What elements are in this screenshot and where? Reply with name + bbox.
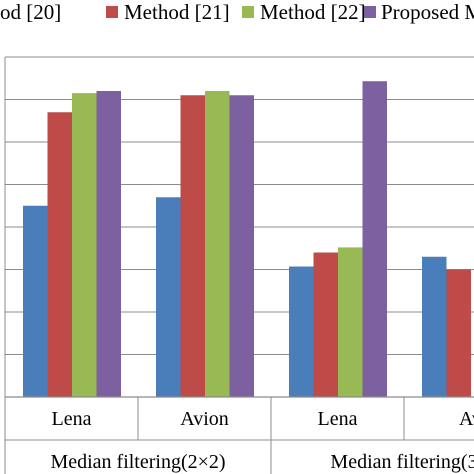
legend-swatch — [364, 6, 376, 18]
category-label: Avion — [180, 408, 229, 430]
legend: od [20] Method [21] Method [22] Proposed M — [0, 0, 474, 24]
bar — [338, 247, 363, 397]
bar — [422, 256, 447, 397]
legend-swatch — [242, 6, 254, 18]
group-label: Median filtering(3 — [330, 451, 474, 473]
bar — [289, 266, 314, 397]
bar — [446, 269, 471, 397]
legend-label: Method [21] — [124, 0, 230, 24]
bar — [313, 252, 338, 397]
legend-swatch — [106, 6, 118, 18]
group-label: Median filtering(2×2) — [50, 451, 225, 473]
bar — [156, 197, 181, 397]
bar — [180, 95, 205, 397]
bar — [362, 81, 387, 397]
bar — [23, 205, 48, 397]
category-label: Lena — [318, 408, 358, 430]
bar — [72, 93, 97, 397]
bars — [23, 81, 471, 397]
bar — [229, 95, 254, 397]
axes — [4, 57, 474, 474]
group-labels: Median filtering(2×2) Median filtering(3 — [50, 451, 474, 473]
category-label: Lena — [52, 408, 92, 430]
legend-label: Method [22] — [260, 0, 366, 24]
bar — [96, 91, 121, 397]
bar — [47, 112, 72, 397]
bar — [205, 91, 230, 397]
category-tick-labels: Lena Avion Lena Av — [52, 408, 474, 430]
category-label: Av — [459, 408, 474, 430]
legend-label: Proposed M — [381, 0, 474, 24]
legend-label: od [20] — [0, 0, 61, 24]
